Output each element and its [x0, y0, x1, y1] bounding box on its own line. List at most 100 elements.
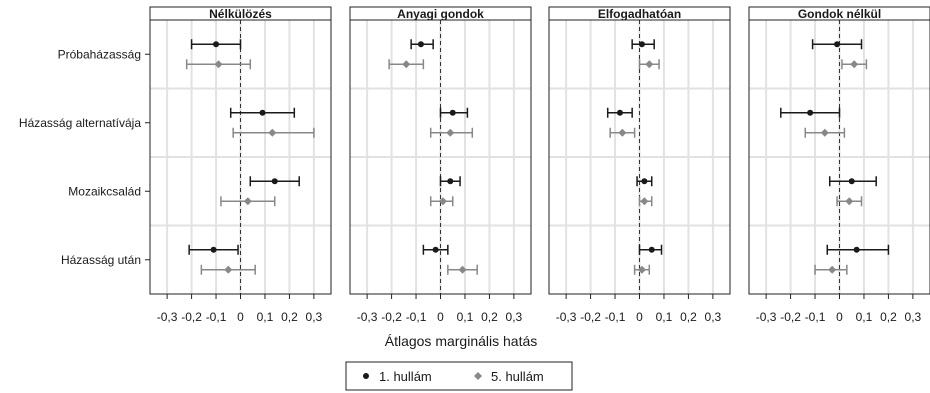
error-bar — [609, 127, 636, 138]
point-marker — [213, 41, 220, 48]
x-tick-label: 0,1 — [457, 310, 474, 324]
x-tick-label: -0,3 — [556, 310, 577, 324]
panel-3: Elfogadhatóan -0,3 -0,2 -0,1 0 0,1 0,2 0,3 — [548, 6, 731, 324]
legend-label: 1. hullám — [379, 369, 432, 384]
x-tick-label: 0,2 — [880, 310, 897, 324]
point-marker — [446, 128, 455, 137]
panel-2: Anyagi gondok -0,3 -0,2 -0,1 0 0,1 0,2 0,3 — [349, 6, 532, 324]
point-marker — [820, 128, 829, 137]
point-marker — [648, 246, 655, 253]
point-marker — [243, 197, 252, 206]
category-label: Házasság alternatívája — [19, 116, 141, 130]
error-bar — [631, 39, 655, 50]
point-marker — [438, 197, 447, 206]
point-marker — [447, 178, 454, 185]
point-marker — [834, 41, 841, 48]
panel-4: Gondok nélkül -0,3 -0,2 -0,1 0 0,1 0,2 0,3 — [748, 6, 930, 324]
legend-marker — [363, 373, 369, 379]
x-axis-label: Átlagos marginális hatás — [385, 333, 538, 349]
error-bar — [633, 264, 651, 275]
x-tick-label: -0,3 — [357, 310, 378, 324]
point-marker — [271, 178, 278, 185]
error-bar — [188, 244, 239, 255]
point-marker — [449, 109, 456, 116]
point-marker — [616, 109, 623, 116]
error-bar — [200, 264, 256, 275]
x-tick-label: 0,1 — [656, 310, 673, 324]
x-tick-label: -0,2 — [780, 310, 801, 324]
error-bar — [185, 59, 252, 70]
point-marker — [268, 128, 277, 137]
category-label: Mozaikcsalád — [68, 184, 141, 198]
legend-marker — [474, 372, 482, 380]
error-bar — [804, 127, 846, 138]
panel-title: Anyagi gondok — [397, 7, 484, 21]
error-bar — [410, 39, 434, 50]
error-bar — [229, 107, 296, 118]
error-bar — [841, 59, 868, 70]
error-bar — [388, 59, 425, 70]
x-tick-label: 0,2 — [680, 310, 697, 324]
point-marker — [641, 178, 648, 185]
x-tick-label: -0,1 — [206, 310, 227, 324]
panel-1: Nélkülözés -0,3 -0,2 -0,1 0 0,1 0,2 0,3 — [149, 6, 332, 324]
point-marker — [853, 246, 860, 253]
error-bar — [429, 127, 474, 138]
error-bar — [811, 39, 863, 50]
point-marker — [845, 197, 854, 206]
x-tick-label: -0,1 — [805, 310, 826, 324]
point-marker — [640, 197, 649, 206]
x-tick-label: 0 — [437, 310, 444, 324]
point-marker — [417, 41, 424, 48]
x-tick-label: 0,3 — [905, 310, 922, 324]
x-tick-label: 0,1 — [257, 310, 274, 324]
panel-title: Nélkülözés — [209, 7, 272, 21]
x-tick-label: -0,1 — [605, 310, 626, 324]
point-marker — [637, 265, 646, 274]
point-marker — [259, 109, 266, 116]
legend: 1. hullám 5. hullám — [345, 361, 573, 391]
x-tick-label: 0 — [836, 310, 843, 324]
error-bar — [429, 196, 454, 207]
x-tick-label: 0 — [636, 310, 643, 324]
error-bar — [780, 107, 841, 118]
error-bar — [638, 244, 663, 255]
point-marker — [645, 60, 654, 69]
x-tick-label: 0,2 — [281, 310, 298, 324]
point-marker — [828, 265, 837, 274]
error-bar — [447, 264, 478, 275]
x-tick-label: -0,1 — [406, 310, 427, 324]
error-bar — [606, 107, 633, 118]
error-bar — [439, 107, 469, 118]
error-bar — [220, 196, 276, 207]
x-tick-label: 0 — [237, 310, 244, 324]
point-marker — [618, 128, 627, 137]
x-tick-label: -0,3 — [157, 310, 178, 324]
legend-box — [345, 361, 573, 391]
panel-title: Gondok nélkül — [798, 7, 881, 21]
x-tick-label: -0,3 — [756, 310, 777, 324]
error-bar — [638, 59, 660, 70]
error-bar — [439, 176, 461, 187]
point-marker — [214, 60, 223, 69]
error-bar — [422, 244, 449, 255]
x-tick-label: 0,3 — [306, 310, 323, 324]
error-bar — [828, 176, 877, 187]
point-marker — [850, 60, 859, 69]
x-tick-label: -0,2 — [181, 310, 202, 324]
x-tick-label: 0,3 — [506, 310, 523, 324]
error-bar — [190, 39, 242, 50]
category-labels: Próbaházasság Házasság alternatívája Mozai… — [19, 47, 150, 267]
category-label: Próbaházasság — [58, 47, 141, 61]
error-bar — [232, 127, 315, 138]
point-marker — [402, 60, 411, 69]
x-tick-label: -0,2 — [381, 310, 402, 324]
panel-title: Elfogadhatóan — [598, 7, 681, 21]
x-tick-label: 0,1 — [856, 310, 873, 324]
point-marker — [210, 246, 217, 253]
point-marker — [848, 178, 855, 185]
point-marker — [224, 265, 233, 274]
x-tick-label: 0,2 — [481, 310, 498, 324]
